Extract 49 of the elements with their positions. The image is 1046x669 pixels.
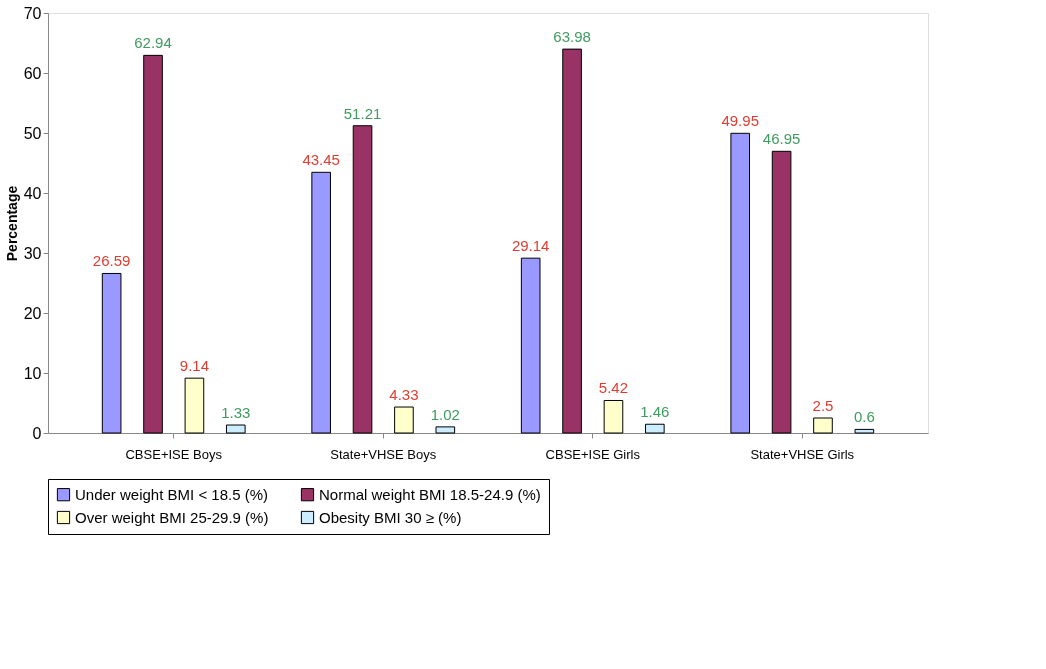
bar (730, 132, 751, 434)
bar (394, 406, 414, 434)
bar (562, 48, 582, 434)
x-tick-label: CBSE+ISE Boys (125, 446, 223, 462)
data-label: 49.95 (721, 112, 759, 130)
y-tick-label: 0 (32, 424, 42, 442)
bar (645, 423, 665, 434)
data-label: 26.59 (92, 252, 131, 270)
y-axis-title: Percentage (3, 185, 20, 262)
data-label: 63.98 (553, 28, 591, 46)
bar (184, 377, 205, 434)
bar (352, 125, 373, 434)
data-label: 5.42 (598, 379, 629, 397)
data-label: 4.33 (389, 386, 419, 404)
legend-label: Obesity BMI 30 ≥ (%) (319, 508, 462, 526)
x-tick-label: State+VHSE Girls (750, 446, 855, 462)
data-label: 29.14 (511, 237, 550, 255)
bar (771, 150, 792, 434)
legend-label: Normal weight BMI 18.5-24.9 (%) (319, 485, 541, 503)
bar (435, 426, 456, 434)
y-tick-label: 20 (23, 304, 42, 322)
data-label: 9.14 (179, 357, 210, 375)
legend-label: Over weight BMI 25-29.9 (%) (75, 508, 269, 526)
y-tick-label: 70 (23, 4, 42, 22)
bar (101, 272, 122, 434)
data-label: 43.45 (302, 151, 340, 169)
legend-label: Under weight BMI < 18.5 (%) (75, 485, 269, 503)
bar (225, 424, 246, 434)
y-tick-label: 60 (23, 64, 42, 82)
y-tick-label: 30 (23, 244, 42, 262)
bar (813, 417, 833, 434)
data-label: 1.33 (221, 404, 251, 422)
data-label: 1.02 (430, 405, 460, 423)
data-label: 0.6 (853, 408, 875, 426)
data-label: 62.94 (134, 34, 172, 52)
data-label: 46.95 (762, 130, 801, 148)
y-tick-label: 10 (23, 364, 42, 382)
bar (311, 171, 331, 434)
bar (143, 54, 163, 434)
bar (603, 399, 624, 434)
y-tick-label: 50 (23, 124, 42, 142)
y-tick-label: 40 (23, 184, 42, 202)
x-tick-label: State+VHSE Boys (330, 446, 437, 462)
bar (520, 257, 541, 434)
data-label: 1.46 (640, 403, 670, 421)
data-label: 51.21 (343, 104, 382, 122)
x-tick-label: CBSE+ISE Girls (545, 446, 641, 462)
bar (854, 428, 875, 434)
data-label: 2.5 (812, 397, 834, 414)
